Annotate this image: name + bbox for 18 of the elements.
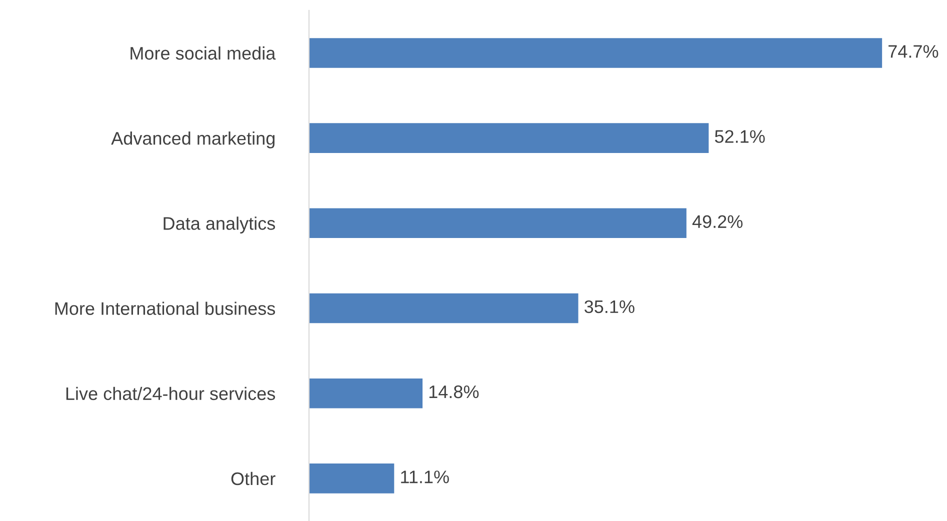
y-tick-label: Other <box>231 472 276 486</box>
data-label: 11.1% <box>401 470 449 484</box>
y-tick-label: Advanced marketing <box>111 132 275 148</box>
data-label: 74.7% <box>888 45 938 58</box>
bar <box>309 464 394 494</box>
bar <box>309 378 423 408</box>
bar <box>309 38 882 68</box>
bar <box>309 123 709 153</box>
data-label: 49.2% <box>692 215 743 228</box>
y-tick-label: Live chat/24-hour services <box>66 386 276 400</box>
y-tick-label: More social media <box>130 46 276 60</box>
y-tick-label: Data analytics <box>164 216 276 234</box>
bar <box>309 208 686 238</box>
bar <box>309 293 578 324</box>
data-label: 14.8% <box>429 385 479 398</box>
data-label: 52.1% <box>714 130 765 143</box>
data-label: 35.1% <box>584 300 634 314</box>
y-tick-label: More International business <box>55 302 276 315</box>
